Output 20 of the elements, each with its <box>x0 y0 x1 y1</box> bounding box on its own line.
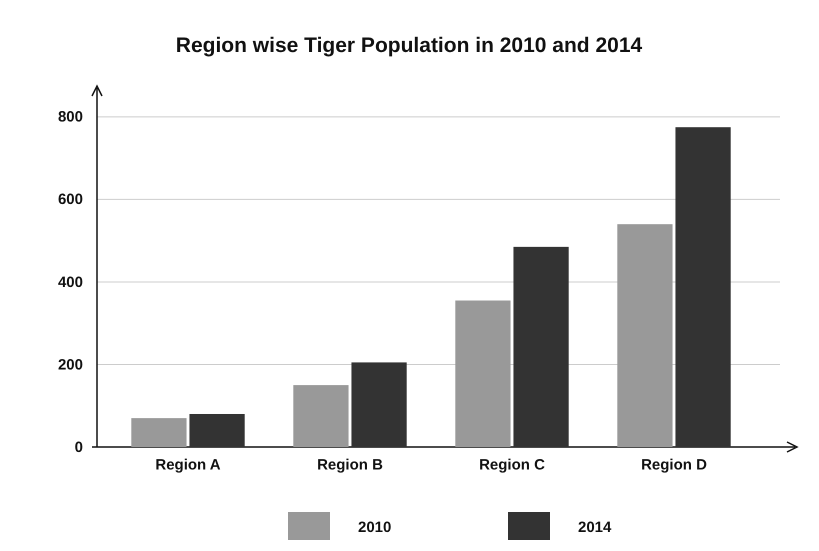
x-tick-label: Region D <box>641 456 708 474</box>
bar <box>675 127 731 447</box>
bar <box>617 224 673 447</box>
bar <box>513 246 569 447</box>
x-tick-label: Region A <box>155 456 221 474</box>
bar <box>351 362 407 447</box>
x-tick-label: Region C <box>479 456 546 474</box>
bar <box>293 385 349 447</box>
y-tick-label: 200 <box>58 356 83 374</box>
bar <box>189 414 245 447</box>
bar <box>455 300 511 447</box>
y-tick-label: 600 <box>58 191 83 208</box>
bar <box>131 418 187 447</box>
legend-label: 2010 <box>358 519 392 536</box>
y-tick-label: 800 <box>58 108 83 126</box>
chart-title: Region wise Tiger Population in 2010 and 2014 <box>176 34 643 57</box>
y-tick-label: 0 <box>74 438 83 456</box>
x-tick-label: Region B <box>317 456 384 474</box>
y-tick-label: 400 <box>58 274 83 291</box>
legend-label: 2014 <box>578 519 612 536</box>
